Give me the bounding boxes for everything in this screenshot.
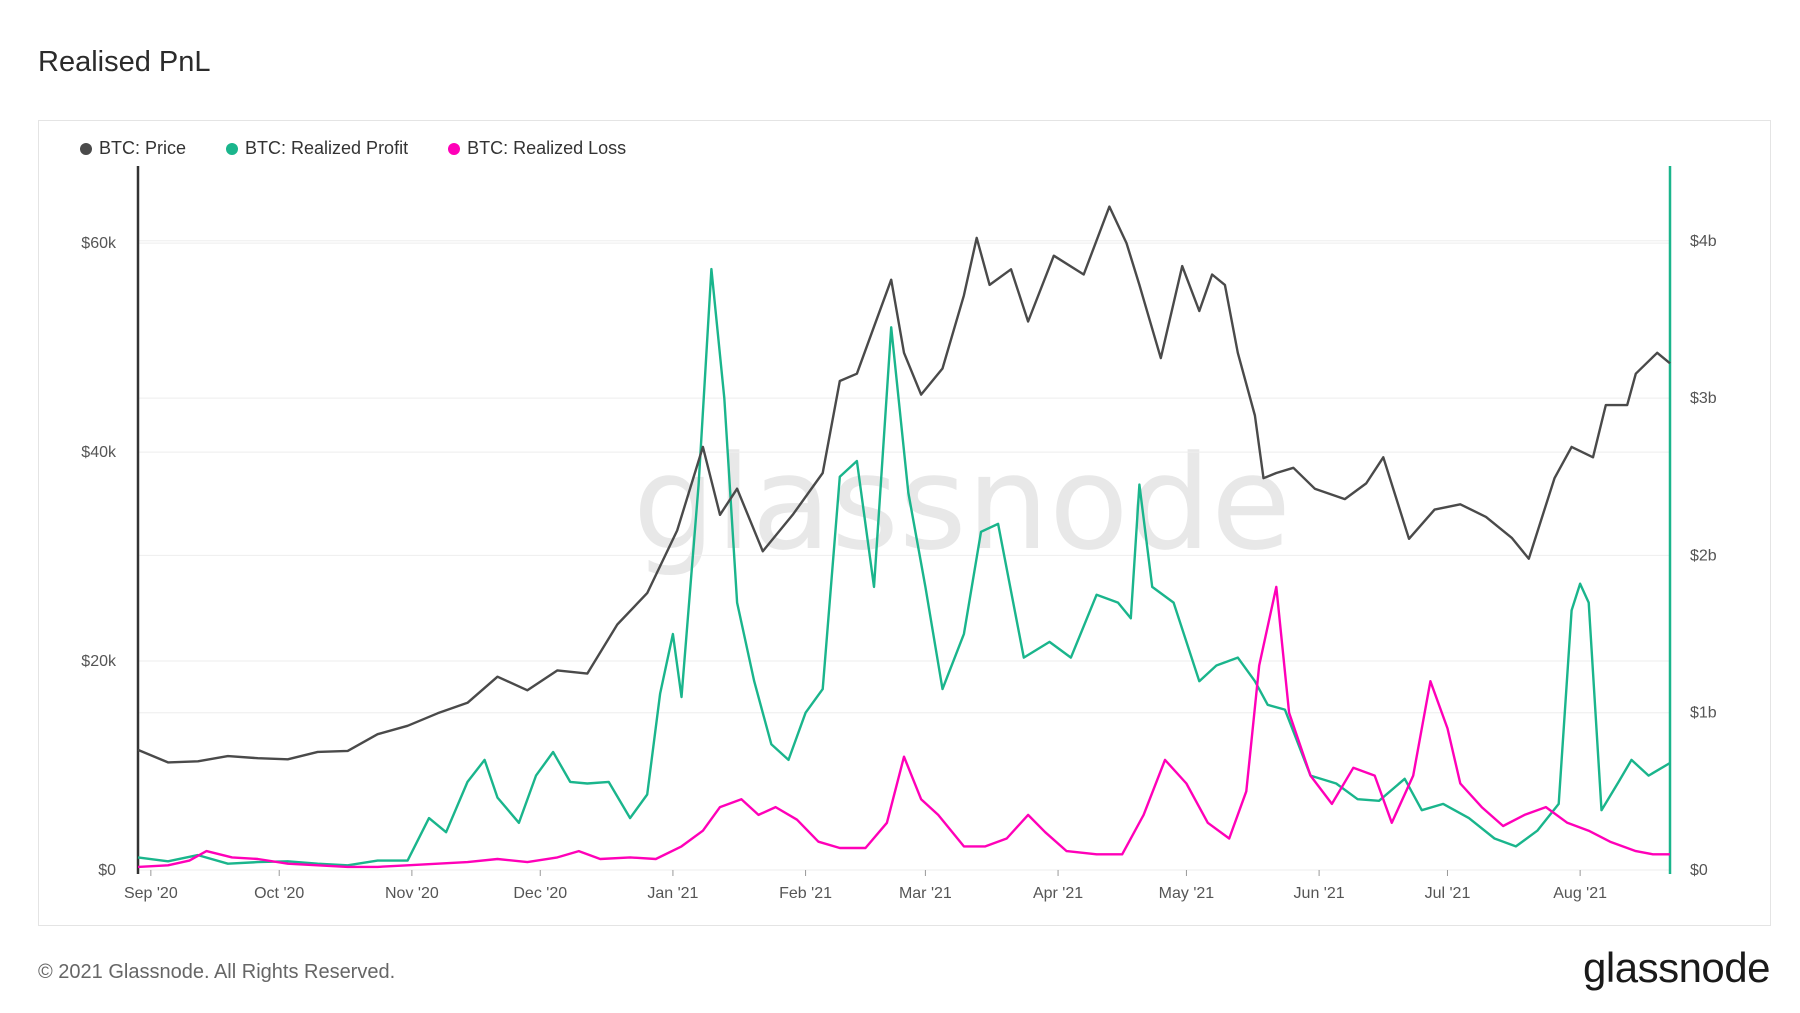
grid-layer xyxy=(138,240,1670,871)
page-title: Realised PnL xyxy=(38,46,211,78)
series-layer xyxy=(137,205,1671,869)
x-tick-label: Dec '20 xyxy=(513,885,567,902)
tick-labels: $0 $20k $40k $60k $0 $1b $2b $3b $4b Sep '20 Oct '… xyxy=(81,233,1717,902)
y-right-tick-label: $3b xyxy=(1690,390,1717,407)
y-right-tick-label: $4b xyxy=(1690,233,1717,250)
chart-frame xyxy=(38,120,1771,926)
y-left-tick-label: $20k xyxy=(81,653,117,670)
glassnode-logo[interactable]: glassnode xyxy=(1583,944,1770,991)
x-tick-label: May '21 xyxy=(1159,885,1215,902)
x-tick-label: Oct '20 xyxy=(254,885,304,902)
y-left-tick-label: $40k xyxy=(81,444,117,461)
x-tick-label: Sep '20 xyxy=(124,885,178,902)
legend-dot-icon xyxy=(448,142,461,155)
x-tick-label: Jan '21 xyxy=(647,885,698,902)
y-left-tick-label: $0 xyxy=(98,862,116,879)
legend-label-realized-profit: BTC: Realized Profit xyxy=(245,138,409,158)
x-tick-label: Apr '21 xyxy=(1033,885,1083,902)
y-right-tick-label: $0 xyxy=(1690,862,1708,879)
legend-dot-icon xyxy=(226,142,239,155)
x-tick-label: Nov '20 xyxy=(385,885,439,902)
x-tick-label: Mar '21 xyxy=(899,885,952,902)
legend-label-price: BTC: Price xyxy=(99,138,187,158)
y-left-tick-label: $60k xyxy=(81,235,117,252)
legend-item-realized-profit[interactable]: BTC: Realized Profit xyxy=(226,138,408,159)
legend-dot-icon xyxy=(80,142,92,155)
legend-item-realized-loss[interactable]: BTC: Realized Loss xyxy=(448,138,626,159)
axis-layer xyxy=(136,166,1672,876)
copyright-text: © 2021 Glassnode. All Rights Reserved. xyxy=(38,961,396,983)
x-tick-label: Jun '21 xyxy=(1294,885,1345,902)
legend-label-realized-loss: BTC: Realized Loss xyxy=(467,138,627,158)
chart-legend: BTC: Price BTC: Realized Profit BTC: Rea… xyxy=(80,138,626,159)
x-tick-label: Jul '21 xyxy=(1425,885,1471,902)
legend-item-price[interactable]: BTC: Price xyxy=(80,138,186,159)
series-line-realized-profit[interactable] xyxy=(137,267,1671,867)
y-right-tick-label: $1b xyxy=(1690,705,1717,722)
x-tick-label: Feb '21 xyxy=(779,885,832,902)
x-tick-label: Aug '21 xyxy=(1553,885,1607,902)
y-right-tick-label: $2b xyxy=(1690,547,1717,564)
series-line-price[interactable] xyxy=(137,205,1671,764)
series-line-realized-loss[interactable] xyxy=(137,585,1670,869)
